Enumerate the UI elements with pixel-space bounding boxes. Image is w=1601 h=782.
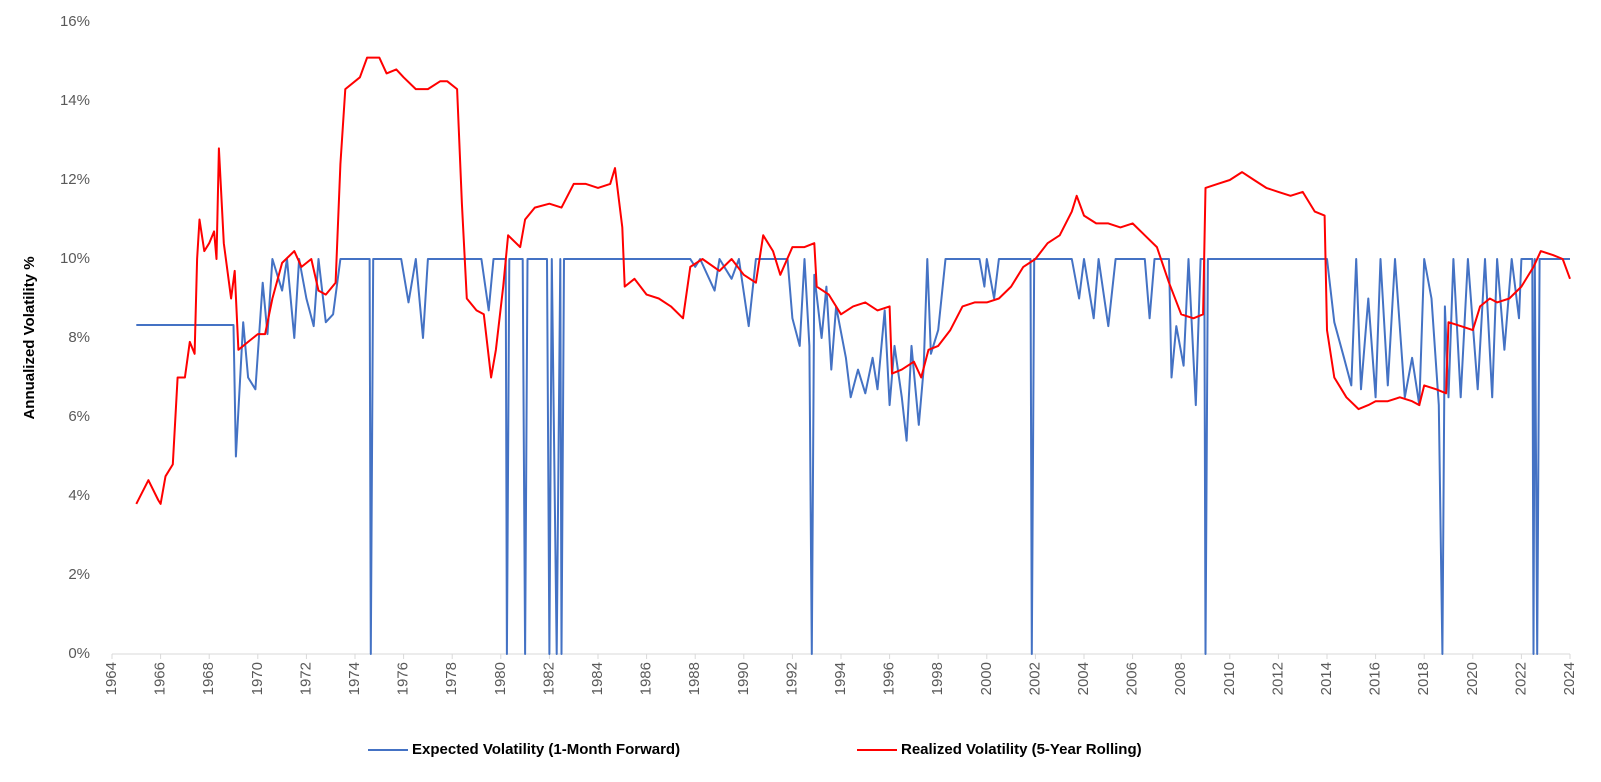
y-axis-title: Annualized Volatility %: [21, 256, 38, 419]
x-tick-label: 1974: [346, 662, 363, 695]
x-tick-label: 2002: [1026, 662, 1043, 695]
x-tick-label: 2006: [1124, 662, 1141, 695]
legend-label: Realized Volatility (5-Year Rolling): [901, 741, 1142, 758]
x-tick-label: 2016: [1367, 662, 1384, 695]
y-tick-label: 12%: [60, 171, 90, 188]
y-tick-label: 16%: [60, 13, 90, 30]
x-tick-label: 1984: [589, 662, 606, 695]
y-tick-label: 2%: [68, 566, 90, 583]
y-tick-label: 10%: [60, 250, 90, 267]
legend-label: Expected Volatility (1-Month Forward): [412, 741, 680, 758]
line-series: [135, 56, 1571, 505]
x-tick-label: 1970: [249, 662, 266, 695]
x-tick-label: 1972: [297, 662, 314, 695]
x-tick-label: 1976: [395, 662, 412, 695]
x-tick-label: 1982: [540, 662, 557, 695]
x-tick-label: 2008: [1172, 662, 1189, 695]
x-tick-label: 2014: [1318, 662, 1335, 695]
x-tick-label: 1964: [103, 662, 120, 695]
x-tick-label: 1980: [492, 662, 509, 695]
x-tick-label: 1986: [638, 662, 655, 695]
x-tick-label: 2010: [1221, 662, 1238, 695]
x-tick-label: 1994: [832, 662, 849, 695]
x-tick-label: 2018: [1415, 662, 1432, 695]
x-tick-label: 1988: [686, 662, 703, 695]
x-tick-label: 1996: [881, 662, 898, 695]
y-tick-label: 14%: [60, 92, 90, 109]
x-tick-label: 1992: [783, 662, 800, 695]
x-tick-label: 1998: [929, 662, 946, 695]
x-tick-label: 2024: [1561, 662, 1578, 695]
y-tick-label: 6%: [68, 408, 90, 425]
y-tick-label: 4%: [68, 487, 90, 504]
x-tick-label: 2022: [1512, 662, 1529, 695]
x-tick-label: 2020: [1464, 662, 1481, 695]
x-tick-label: 1966: [152, 662, 169, 695]
x-tick-label: 1968: [200, 662, 217, 695]
y-tick-label: 0%: [68, 645, 90, 662]
x-tick-label: 1978: [443, 662, 460, 695]
x-tick-label: 2000: [978, 662, 995, 695]
x-tick-label: 2012: [1269, 662, 1286, 695]
x-tick-label: 1990: [735, 662, 752, 695]
y-tick-label: 8%: [68, 329, 90, 346]
x-tick-label: 2004: [1075, 662, 1092, 695]
line-series: [136, 258, 1570, 655]
